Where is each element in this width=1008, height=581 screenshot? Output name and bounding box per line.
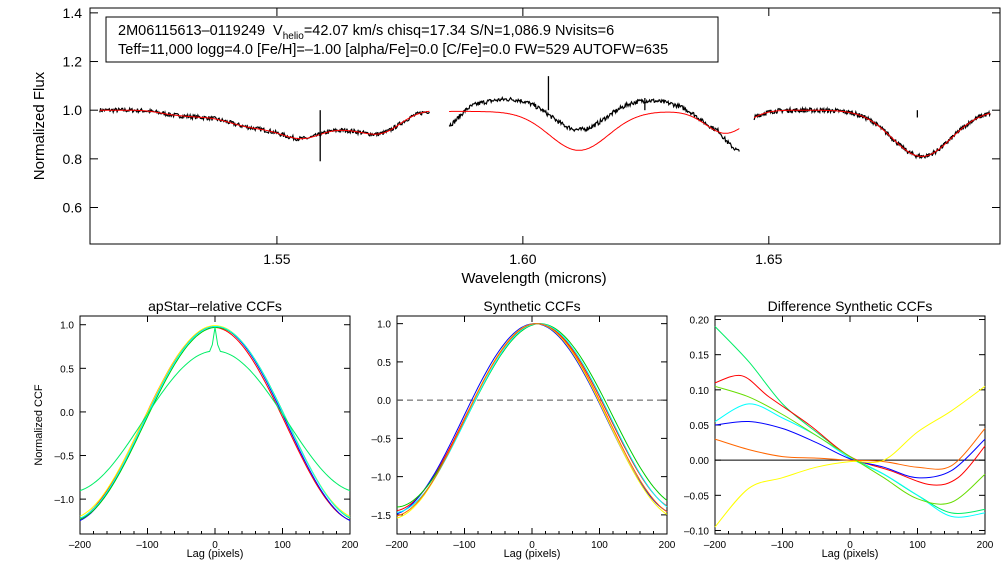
synthetic-ccf-frame [396,315,668,535]
difference-ccf-series-line [714,403,986,518]
difference-ccf-ticks: –200 –100 0 100 200 –0.10 –0.05 0.00 0.05 0.10 0.1… [684,316,994,551]
apstar-ccf-xtick-label: 0 [212,540,218,551]
difference-ccf-panel: Difference Synthetic CCFs –200 –100 0 100 20… [684,298,994,560]
difference-ccf-xtick-label: –200 [704,540,727,551]
apstar-ccf-ytick-label: 0.5 [60,364,74,375]
spectrum-observed-line [99,106,430,142]
spectrum-model-line [449,110,740,151]
synthetic-ccf-title: Synthetic CCFs [483,298,580,314]
annotation-star-id: 2M06115613–0119249 [118,23,265,39]
synthetic-ccf-series-line [396,323,668,519]
synthetic-ccf-ytick-label: –1.0 [372,473,392,484]
annotation-box [105,16,719,63]
apstar-ccf-title: apStar–relative CCFs [148,298,282,314]
synthetic-ccf-ytick-label: –0.5 [372,434,392,445]
spectrum-ytick-label: 0.8 [63,151,83,167]
apstar-ccf-panel: apStar–relative CCFs –200 –100 0 100 200 –1.0… [33,298,359,560]
synthetic-ccf-xlabel: Lag (pixels) [504,548,561,560]
synthetic-ccf-ticks: –200 –100 0 100 200 –1.5 –1.0 –0.5 0.0 0.5 1.0 [372,316,676,551]
spectrum-model-line [99,109,430,140]
apstar-ccf-ytick-label: 1.0 [60,321,74,332]
apstar-ccf-xlabel: Lag (pixels) [187,548,244,560]
apstar-ccf-ylabel: Normalized CCF [33,384,45,466]
synthetic-ccf-series-line [396,323,668,513]
difference-ccf-series-line [714,420,986,479]
apstar-ccf-xtick-label: –100 [136,540,159,551]
spectrum-xtick-label: 1.55 [263,251,290,267]
spectrum-ytick-label: 1.2 [63,54,83,70]
annotation-line-1: 2M06115613–0119249 Vhelio=42.07 km/s chis… [118,23,614,42]
synthetic-ccf-xtick-label: –100 [453,540,476,551]
difference-ccf-frame [714,315,986,535]
difference-ccf-title: Difference Synthetic CCFs [768,298,933,314]
annotation-line-1-rest: =42.07 km/s chisq=17.34 S/N=1,086.9 Nvis… [304,23,614,39]
apstar-ccf-series [79,325,351,521]
annotation-v-sub: helio [283,31,305,42]
synthetic-ccf-series [396,323,668,519]
synthetic-ccf-ytick-label: 0.5 [377,358,391,369]
synthetic-ccf-ytick-label: 0.0 [377,396,391,407]
spectrum-xlabel: Wavelength (microns) [461,270,606,287]
difference-ccf-series-line [714,428,986,470]
apstar-ccf-ytick-label: –1.0 [55,495,75,506]
apstar-ccf-series-line [79,325,351,519]
apstar-ccf-xtick-label: 100 [274,540,291,551]
difference-ccf-ytick-label: 0.15 [690,351,710,362]
difference-ccf-xtick-label: 200 [977,540,994,551]
synthetic-ccf-xtick-label: 100 [591,540,608,551]
spectrum-ylabel: Normalized Flux [31,71,48,180]
difference-ccf-ytick-label: 0.10 [690,386,710,397]
apstar-ccf-ticks: –200 –100 0 100 200 –1.0 –0.5 0.0 0.5 1.0 [55,316,359,551]
synthetic-ccf-series-line [396,323,668,517]
apstar-ccf-series-line [79,325,351,517]
annotation-v: V [273,23,283,39]
apstar-ccf-series-line [79,325,351,521]
synthetic-ccf-xtick-label: –200 [386,540,409,551]
spectrum-ytick-label: 0.6 [63,200,83,216]
spectrum-model-line [753,109,991,157]
synthetic-ccf-ytick-label: –1.5 [372,511,392,522]
apstar-ccf-xtick-label: 200 [342,540,359,551]
difference-ccf-xtick-label: –100 [771,540,794,551]
apstar-ccf-ytick-label: –0.5 [55,452,75,463]
difference-ccf-series-line [714,326,986,514]
synthetic-ccf-series-line [396,323,668,508]
apstar-ccf-series-line [79,327,351,492]
apstar-ccf-series-line [79,326,351,521]
synthetic-ccf-xtick-label: 200 [659,540,676,551]
synthetic-ccf-panel: Synthetic CCFs –200 –100 0 100 200 –1.5 –1.0 –0… [372,298,676,560]
difference-ccf-ytick-label: 0.05 [690,421,710,432]
difference-ccf-ytick-label: 0.00 [690,456,710,467]
spectrum-ticks: 1.55 1.60 1.65 0.6 0.8 1.0 1.2 1.4 [63,5,1000,267]
spectrum-series [99,76,991,162]
difference-ccf-series-line [714,385,986,528]
spectrum-panel: 1.55 1.60 1.65 0.6 0.8 1.0 1.2 1.4 Wavelength (… [31,5,1001,287]
apstar-ccf-xtick-label: –200 [69,540,92,551]
difference-ccf-xtick-label: 100 [909,540,926,551]
difference-ccf-xtick-label: 0 [847,540,853,551]
spectrum-xtick-label: 1.65 [755,251,782,267]
spectrum-observed-line [448,96,740,152]
annotation-line-2: Teff=11,000 logg=4.0 [Fe/H]=–1.00 [alpha… [118,42,668,58]
difference-ccf-series-line [714,385,986,505]
synthetic-ccf-ytick-label: 1.0 [377,320,391,331]
synthetic-ccf-xtick-label: 0 [529,540,535,551]
apstar-ccf-ytick-label: 0.0 [60,408,74,419]
difference-ccf-xlabel: Lag (pixels) [822,548,879,560]
spectrum-ytick-label: 1.4 [63,5,83,21]
synthetic-ccf-series-line [396,323,668,515]
spectrum-ytick-label: 1.0 [63,102,83,118]
difference-ccf-ytick-label: 0.20 [690,316,710,327]
spectrum-xtick-label: 1.60 [509,251,536,267]
apstar-ccf-series-line [79,326,351,520]
synthetic-ccf-series-line [396,323,668,512]
difference-ccf-ytick-label: –0.05 [684,491,709,502]
spectrum-frame [89,7,1001,245]
apstar-ccf-frame [79,315,351,535]
difference-ccf-series [714,326,986,528]
difference-ccf-ytick-label: –0.10 [684,526,709,537]
spectrum-observed-line [753,105,991,160]
